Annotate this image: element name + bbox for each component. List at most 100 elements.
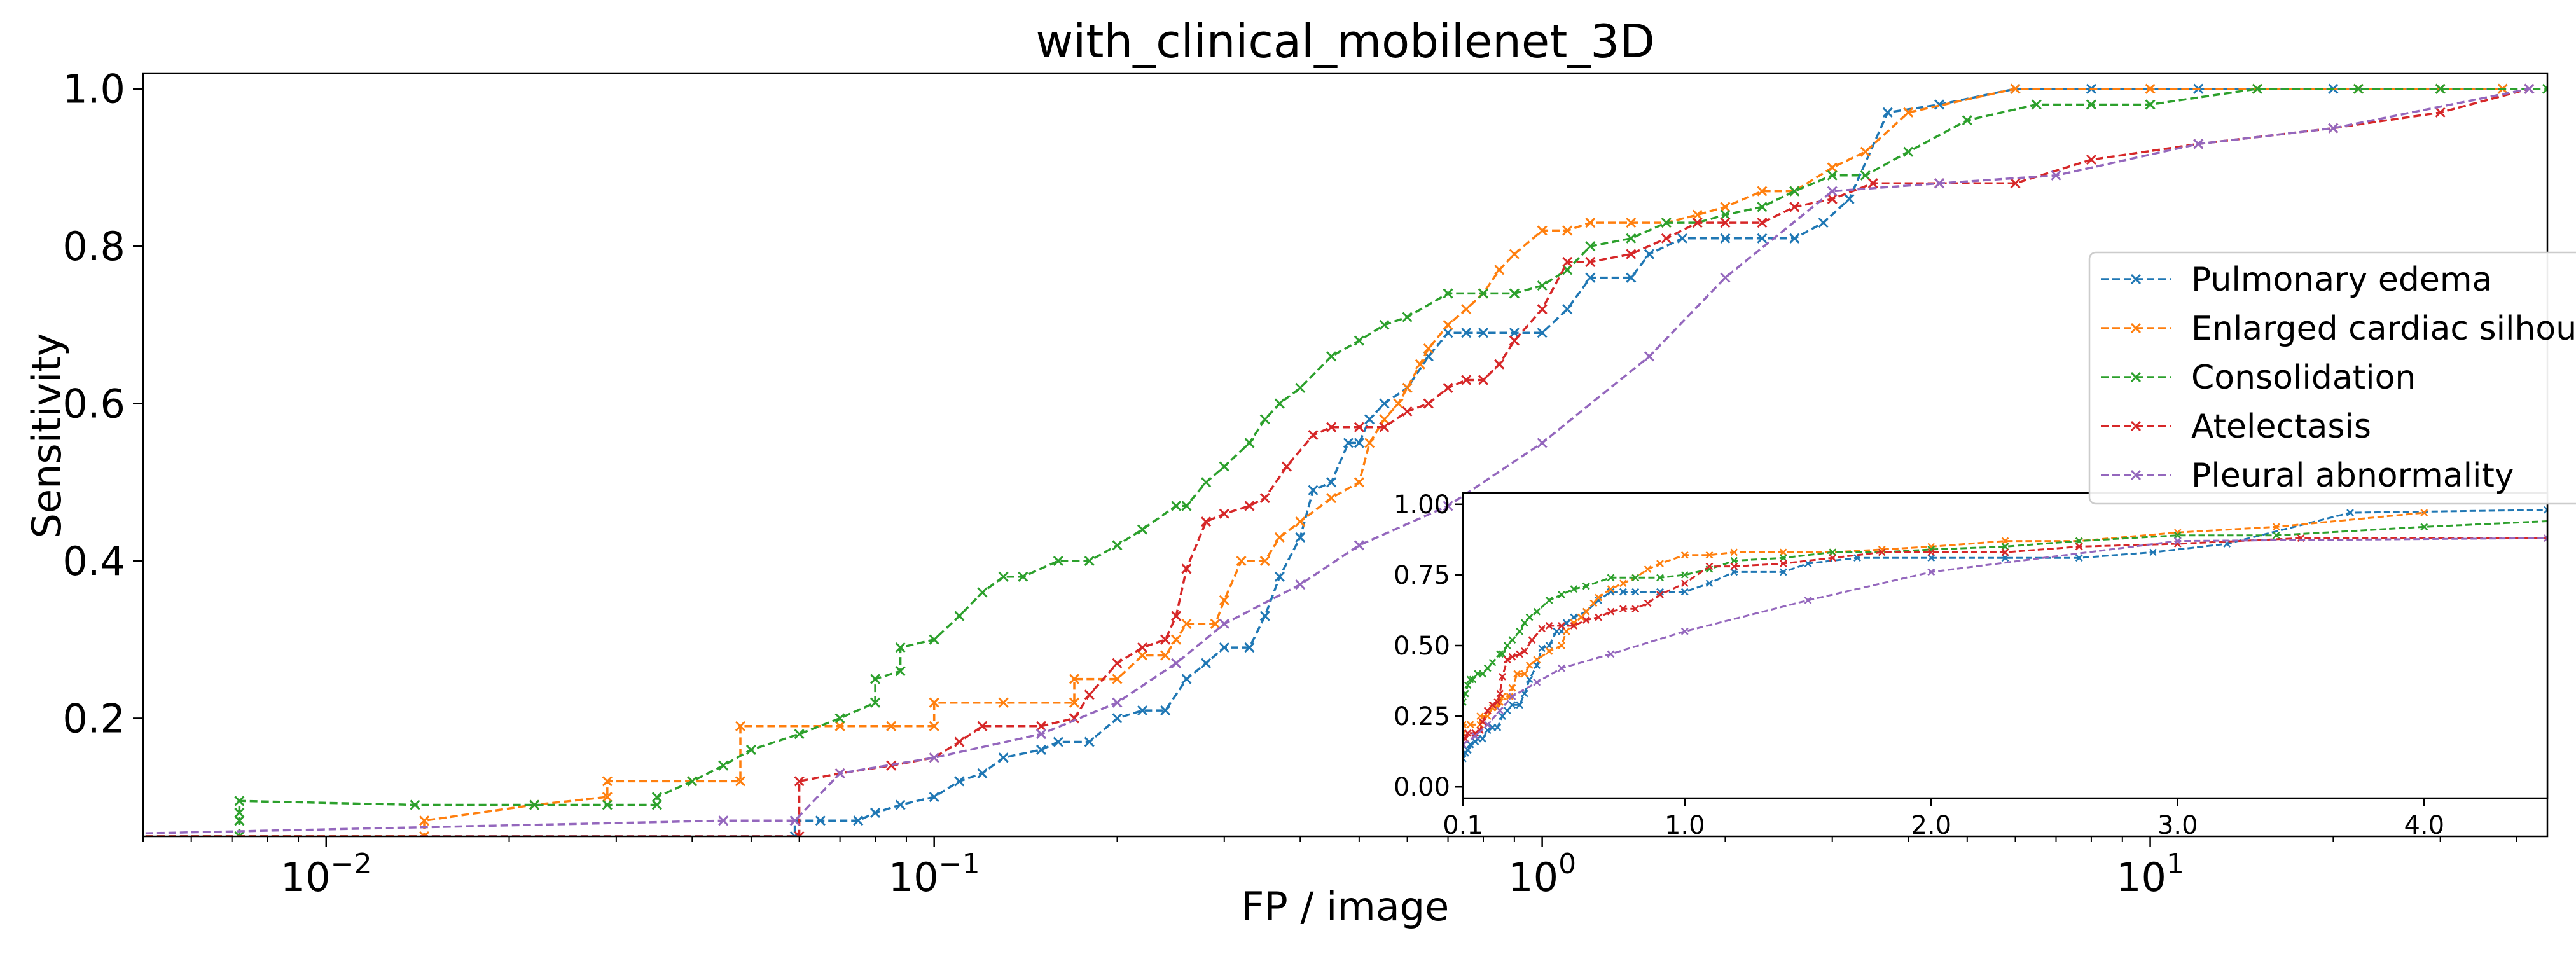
inset-data-point <box>1545 622 1553 630</box>
legend-label: Consolidation <box>2191 359 2416 397</box>
legend-label: Pulmonary edema <box>2191 261 2492 299</box>
data-point <box>1069 697 1080 708</box>
inset-data-point <box>1479 735 1486 743</box>
inset-data-point <box>2272 531 2280 539</box>
data-point <box>789 815 800 826</box>
data-point <box>977 721 988 731</box>
inset-data-point <box>1464 729 1472 737</box>
data-point <box>234 831 245 836</box>
data-point <box>718 760 729 771</box>
inset-data-point <box>1619 605 1627 613</box>
inset-data-point <box>1607 585 1615 593</box>
data-point <box>1443 382 1453 393</box>
data-point <box>954 736 965 747</box>
data-point <box>602 776 613 787</box>
legend-box <box>2088 251 2576 505</box>
inset-data-point <box>2173 537 2182 545</box>
data-point <box>1789 233 1800 244</box>
legend-item: Consolidation <box>2101 359 2416 397</box>
data-point <box>1562 304 1573 315</box>
data-point <box>234 807 245 818</box>
data-point <box>1443 319 1453 330</box>
data-point <box>1035 721 1047 731</box>
inset-data-point <box>2272 523 2280 531</box>
data-point <box>1827 186 1838 197</box>
legend-marker <box>2130 420 2142 432</box>
inset-data-point <box>1488 701 1497 709</box>
inset-data-point <box>1607 607 1615 616</box>
series-4 <box>143 83 2535 835</box>
inset-data-point <box>1570 613 1578 621</box>
data-point <box>1626 233 1637 244</box>
data-point <box>1882 107 1893 118</box>
data-point <box>1860 146 1871 157</box>
data-point <box>1692 217 1703 228</box>
data-point <box>1720 202 1731 212</box>
inset-data-point <box>1730 562 1738 570</box>
inset-data-point <box>1455 721 1461 728</box>
inset-data-point <box>2075 543 2083 551</box>
data-point <box>977 768 988 779</box>
data-point <box>1354 477 1364 488</box>
data-point <box>735 776 746 787</box>
data-point <box>1244 642 1255 653</box>
inset-data-point <box>1463 721 1467 729</box>
data-point <box>234 796 245 806</box>
data-point <box>1644 249 1655 259</box>
data-point <box>1354 335 1364 346</box>
inset-data-point <box>1644 565 1652 573</box>
legend-marker <box>2130 371 2142 383</box>
data-point <box>1903 107 1914 118</box>
data-point <box>1585 256 1596 267</box>
data-point <box>1035 744 1047 755</box>
main-series-group <box>143 83 2547 836</box>
data-point <box>815 815 826 826</box>
data-point <box>1259 555 1270 567</box>
series-2 <box>234 83 2547 836</box>
data-point <box>1402 312 1413 322</box>
data-point <box>1295 516 1306 527</box>
data-point <box>1934 178 1945 189</box>
y-tick-label: 0.4 <box>62 538 125 584</box>
series-line <box>143 88 2530 836</box>
data-point <box>1757 217 1768 228</box>
inset-data-point <box>1644 599 1652 607</box>
data-point <box>1084 689 1095 700</box>
data-point <box>2435 83 2446 94</box>
data-point <box>1171 501 1182 511</box>
inset-data-point <box>1525 613 1534 621</box>
data-point <box>789 831 800 836</box>
data-point <box>1160 705 1171 716</box>
data-point <box>1364 438 1375 448</box>
data-point <box>954 776 965 787</box>
inset-data-point <box>1927 554 1935 562</box>
data-point <box>1295 382 1306 393</box>
inset-data-point <box>1533 656 1541 664</box>
data-point <box>1443 328 1453 338</box>
data-point <box>1423 343 1434 354</box>
inset-data-point <box>1508 684 1516 692</box>
inset-data-point <box>1488 658 1497 667</box>
data-point <box>1160 650 1171 661</box>
inset-data-point <box>2173 531 2182 539</box>
data-point <box>929 634 939 645</box>
data-point <box>1867 178 1878 189</box>
data-point <box>410 799 420 810</box>
data-point <box>895 642 906 653</box>
data-point <box>1934 99 1945 110</box>
inset-data-point <box>1656 574 1664 582</box>
legend-item: Atelectasis <box>2101 408 2371 446</box>
legend-label: Atelectasis <box>2191 408 2371 446</box>
data-point <box>735 721 746 731</box>
data-point <box>1494 265 1505 275</box>
data-point <box>1219 595 1229 605</box>
data-point <box>1219 461 1229 472</box>
data-point <box>1326 351 1337 362</box>
inset-data-point <box>1558 622 1565 630</box>
data-point <box>895 799 906 810</box>
data-point <box>1219 642 1229 653</box>
data-point <box>1537 280 1548 291</box>
data-point <box>2051 170 2061 181</box>
inset-x-tick-label: 1.0 <box>1665 811 1705 840</box>
